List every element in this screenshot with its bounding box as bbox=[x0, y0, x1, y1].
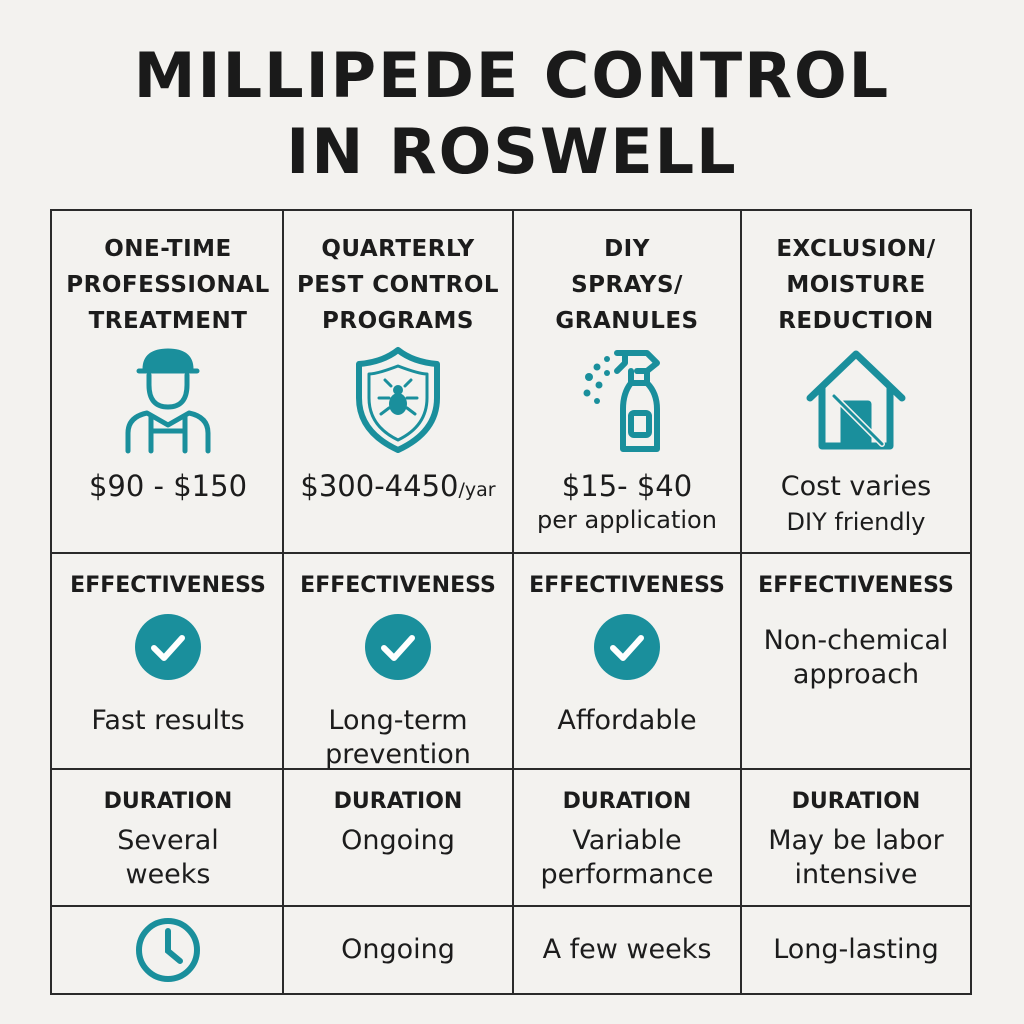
heading-line: QUARTERLY bbox=[321, 236, 475, 262]
cell-option-1: ONE-TIME PROFESSIONAL TREATMENT $90 - $1… bbox=[54, 211, 282, 552]
effectiveness-cell-2: EFFECTIVENESS Long-term prevention bbox=[284, 554, 512, 770]
text-line: performance bbox=[540, 859, 714, 890]
footer-text: A few weeks bbox=[542, 934, 712, 965]
cell-option-2: QUARTERLY PEST CONTROL PROGRAMS $300-445… bbox=[284, 211, 512, 552]
duration-text: Variable performance bbox=[514, 824, 740, 892]
text-line: Ongoing bbox=[341, 825, 455, 856]
check-circle-icon bbox=[365, 614, 431, 680]
footer-text: Long-lasting bbox=[773, 934, 939, 965]
heading-line: EXCLUSION/ bbox=[776, 236, 936, 262]
row-divider bbox=[52, 905, 970, 907]
duration-label: DURATION bbox=[103, 789, 233, 814]
title-line-1: MILLIPEDE CONTROL bbox=[133, 39, 891, 112]
price: $300-4450/yar bbox=[284, 469, 512, 507]
effectiveness-label: EFFECTIVENESS bbox=[70, 573, 266, 598]
text-line: intensive bbox=[794, 859, 918, 890]
duration-cell-2: DURATION Ongoing bbox=[284, 770, 512, 905]
technician-icon bbox=[125, 348, 211, 454]
heading-line: GRANULES bbox=[555, 308, 699, 334]
heading-line: PEST CONTROL bbox=[296, 272, 500, 298]
effectiveness-text: Long-term prevention bbox=[284, 704, 512, 772]
text-line: Long-term bbox=[328, 705, 468, 736]
text-line: approach bbox=[792, 659, 920, 690]
heading-line: ONE-TIME bbox=[104, 236, 232, 262]
effectiveness-cell-4: EFFECTIVENESS Non-chemical approach bbox=[742, 554, 970, 768]
cell-option-4: EXCLUSION/ MOISTURE REDUCTION Cost varie… bbox=[742, 211, 970, 552]
effectiveness-cell-1: EFFECTIVENESS Fast results bbox=[54, 554, 282, 768]
check-circle-icon bbox=[594, 614, 660, 680]
effectiveness-cell-3: EFFECTIVENESS Affordable bbox=[514, 554, 740, 768]
option-heading: QUARTERLY PEST CONTROL PROGRAMS bbox=[284, 231, 512, 339]
page-title: MILLIPEDE CONTROL IN ROSWELL bbox=[0, 38, 1024, 190]
text-line: Affordable bbox=[557, 705, 697, 736]
effectiveness-label: EFFECTIVENESS bbox=[529, 573, 725, 598]
effectiveness-text: Fast results bbox=[54, 704, 282, 738]
footer-cell-1 bbox=[54, 907, 282, 993]
column-divider bbox=[740, 211, 742, 993]
heading-line: TREATMENT bbox=[88, 308, 248, 334]
duration-label: DURATION bbox=[791, 789, 921, 814]
diy-note: DIY friendly bbox=[786, 508, 926, 536]
footer-cell-3: A few weeks bbox=[514, 907, 740, 993]
clock-icon bbox=[136, 918, 200, 982]
shield-bug-icon bbox=[356, 347, 440, 453]
duration-label: DURATION bbox=[333, 789, 463, 814]
duration-cell-1: DURATION Several weeks bbox=[54, 770, 282, 905]
column-divider bbox=[512, 211, 514, 993]
price-note: per application bbox=[537, 506, 717, 534]
cost-note: Cost varies bbox=[780, 471, 932, 502]
comparison-table: ONE-TIME PROFESSIONAL TREATMENT $90 - $1… bbox=[50, 209, 972, 995]
heading-line: REDUCTION bbox=[778, 308, 934, 334]
price-unit: /yar bbox=[458, 479, 496, 501]
title-line-2: IN ROSWELL bbox=[286, 115, 738, 188]
text-line: Several bbox=[117, 825, 219, 856]
text-line: weeks bbox=[125, 859, 211, 890]
footer-text: Ongoing bbox=[341, 934, 455, 965]
effectiveness-label: EFFECTIVENESS bbox=[758, 573, 954, 598]
effectiveness-text: Non-chemical approach bbox=[742, 624, 970, 692]
effectiveness-label: EFFECTIVENESS bbox=[300, 573, 496, 598]
duration-text: Several weeks bbox=[54, 824, 282, 892]
heading-line: MOISTURE bbox=[786, 272, 926, 298]
option-heading: ONE-TIME PROFESSIONAL TREATMENT bbox=[54, 231, 282, 339]
duration-label: DURATION bbox=[562, 789, 692, 814]
text-line: Non-chemical bbox=[763, 625, 949, 656]
row-divider bbox=[52, 552, 970, 554]
effectiveness-text: Affordable bbox=[514, 704, 740, 738]
heading-line: PROGRAMS bbox=[322, 308, 474, 334]
price: $90 - $150 bbox=[88, 469, 248, 503]
duration-text: May be labor intensive bbox=[742, 824, 970, 892]
check-circle-icon bbox=[135, 614, 201, 680]
text-line: prevention bbox=[325, 739, 471, 770]
text-line: May be labor bbox=[768, 825, 944, 856]
option-heading: EXCLUSION/ MOISTURE REDUCTION bbox=[742, 231, 970, 339]
price: $15- $40 bbox=[561, 469, 693, 503]
footer-cell-4: Long-lasting bbox=[742, 907, 970, 993]
cell-option-3: DIY SPRAYS/ GRANULES bbox=[514, 211, 740, 552]
option-heading: DIY SPRAYS/ GRANULES bbox=[514, 231, 740, 339]
heading-line: SPRAYS/ bbox=[571, 272, 683, 298]
heading-line: DIY bbox=[604, 236, 650, 262]
heading-line: PROFESSIONAL bbox=[66, 272, 270, 298]
column-divider bbox=[282, 211, 284, 993]
price-value: $300-4450 bbox=[300, 469, 459, 503]
text-line: Fast results bbox=[91, 705, 245, 736]
text-line: Variable bbox=[572, 825, 682, 856]
duration-cell-4: DURATION May be labor intensive bbox=[742, 770, 970, 905]
house-icon bbox=[806, 350, 906, 450]
spray-bottle-icon bbox=[583, 350, 660, 452]
duration-cell-3: DURATION Variable performance bbox=[514, 770, 740, 905]
duration-text: Ongoing bbox=[284, 824, 512, 858]
footer-cell-2: Ongoing bbox=[284, 907, 512, 993]
row-divider bbox=[52, 768, 970, 770]
